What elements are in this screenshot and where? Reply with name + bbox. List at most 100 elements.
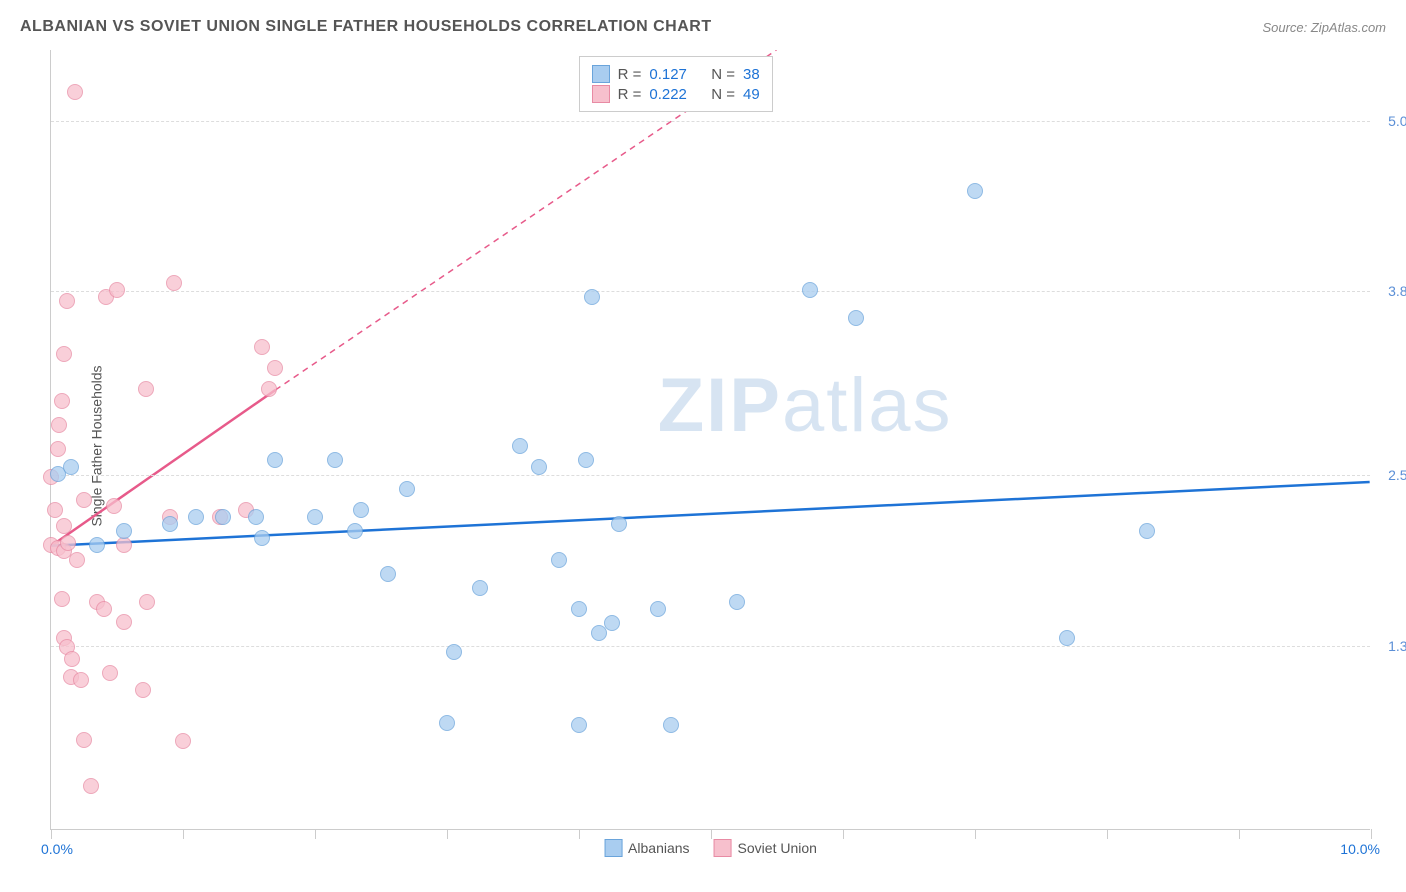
y-tick-label: 1.3% [1375, 638, 1406, 654]
data-point-albanian [650, 601, 666, 617]
data-point-soviet [50, 441, 66, 457]
watermark: ZIPatlas [658, 362, 953, 449]
watermark-bold: ZIP [658, 363, 782, 448]
data-point-albanian [248, 509, 264, 525]
data-point-soviet [96, 601, 112, 617]
data-point-albanian [1139, 523, 1155, 539]
data-point-soviet [254, 339, 270, 355]
stats-box: R =0.127 N =38 R =0.222 N =49 [579, 56, 773, 112]
x-tick [843, 829, 844, 839]
x-tick [1371, 829, 1372, 839]
data-point-albanian [188, 509, 204, 525]
data-point-albanian [327, 452, 343, 468]
data-point-soviet [76, 492, 92, 508]
data-point-albanian [663, 717, 679, 733]
data-point-albanian [967, 183, 983, 199]
data-point-soviet [47, 502, 63, 518]
gridline [51, 475, 1370, 476]
data-point-albanian [254, 530, 270, 546]
x-tick [447, 829, 448, 839]
data-point-albanian [551, 552, 567, 568]
legend-label: Albanians [628, 840, 690, 856]
data-point-albanian [848, 310, 864, 326]
chart-legend: Albanians Soviet Union [604, 839, 817, 857]
data-point-albanian [380, 566, 396, 582]
data-point-albanian [578, 452, 594, 468]
data-point-albanian [446, 644, 462, 660]
data-point-albanian [531, 459, 547, 475]
gridline [51, 121, 1370, 122]
data-point-albanian [267, 452, 283, 468]
x-tick [975, 829, 976, 839]
stats-row: R =0.222 N =49 [592, 85, 760, 103]
gridline [51, 291, 1370, 292]
x-axis-min-label: 0.0% [41, 841, 73, 857]
x-tick [1107, 829, 1108, 839]
data-point-soviet [109, 282, 125, 298]
legend-swatch [714, 839, 732, 857]
stats-row: R =0.127 N =38 [592, 65, 760, 83]
data-point-soviet [54, 393, 70, 409]
data-point-soviet [73, 672, 89, 688]
legend-item: Albanians [604, 839, 690, 857]
data-point-albanian [63, 459, 79, 475]
y-tick-label: 3.8% [1375, 283, 1406, 299]
data-point-albanian [472, 580, 488, 596]
x-tick [183, 829, 184, 839]
data-point-albanian [116, 523, 132, 539]
data-point-soviet [64, 651, 80, 667]
data-point-soviet [76, 732, 92, 748]
x-tick [1239, 829, 1240, 839]
data-point-soviet [69, 552, 85, 568]
data-point-albanian [1059, 630, 1075, 646]
data-point-soviet [135, 682, 151, 698]
data-point-soviet [54, 591, 70, 607]
data-point-soviet [106, 498, 122, 514]
data-point-albanian [307, 509, 323, 525]
gridline [51, 646, 1370, 647]
data-point-albanian [802, 282, 818, 298]
data-point-soviet [166, 275, 182, 291]
data-point-soviet [116, 614, 132, 630]
data-point-albanian [439, 715, 455, 731]
data-point-soviet [51, 417, 67, 433]
trend-lines-layer [51, 50, 1370, 829]
data-point-soviet [267, 360, 283, 376]
data-point-soviet [56, 346, 72, 362]
data-point-soviet [116, 537, 132, 553]
data-point-soviet [67, 84, 83, 100]
chart-title: ALBANIAN VS SOVIET UNION SINGLE FATHER H… [20, 18, 712, 36]
data-point-albanian [347, 523, 363, 539]
x-tick [711, 829, 712, 839]
legend-label: Soviet Union [738, 840, 817, 856]
legend-item: Soviet Union [714, 839, 817, 857]
data-point-soviet [83, 778, 99, 794]
data-point-albanian [512, 438, 528, 454]
data-point-albanian [571, 717, 587, 733]
data-point-albanian [571, 601, 587, 617]
data-point-soviet [139, 594, 155, 610]
data-point-albanian [611, 516, 627, 532]
data-point-soviet [56, 518, 72, 534]
data-point-albanian [584, 289, 600, 305]
x-tick [51, 829, 52, 839]
legend-swatch [592, 85, 610, 103]
y-tick-label: 2.5% [1375, 467, 1406, 483]
x-axis-max-label: 10.0% [1340, 841, 1380, 857]
data-point-soviet [59, 293, 75, 309]
data-point-soviet [175, 733, 191, 749]
data-point-albanian [399, 481, 415, 497]
data-point-albanian [604, 615, 620, 631]
legend-swatch [592, 65, 610, 83]
data-point-albanian [162, 516, 178, 532]
data-point-albanian [353, 502, 369, 518]
scatter-chart: ZIPatlas R =0.127 N =38R =0.222 N =49 Al… [50, 50, 1370, 830]
x-tick [579, 829, 580, 839]
data-point-soviet [102, 665, 118, 681]
x-tick [315, 829, 316, 839]
watermark-light: atlas [782, 363, 953, 448]
data-point-albanian [89, 537, 105, 553]
y-tick-label: 5.0% [1375, 113, 1406, 129]
data-point-soviet [261, 381, 277, 397]
source-label: Source: ZipAtlas.com [1262, 20, 1386, 35]
